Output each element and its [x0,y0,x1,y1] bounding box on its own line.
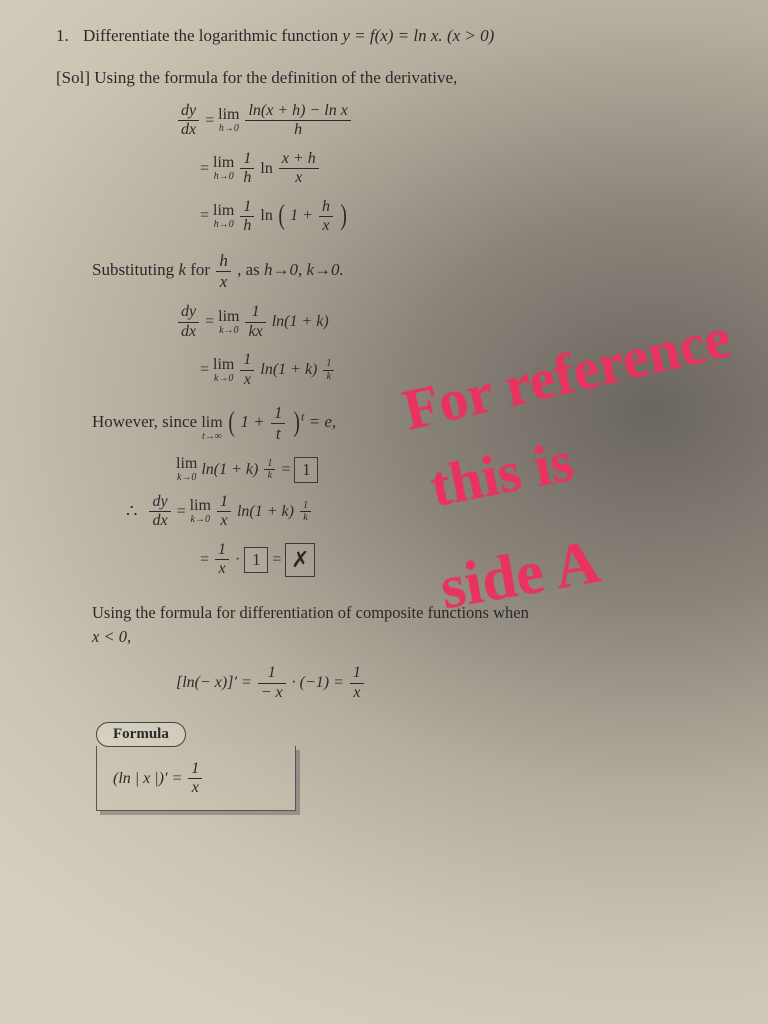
solution-intro: [Sol] Using the formula for the definiti… [56,68,722,88]
sol-label: [Sol] [56,68,90,87]
however-line: However, since limt→∞ ( 1 + 1t )t = e, [92,403,722,443]
equation-1: dydx = limh→0 ln(x + h) − ln xh [176,102,722,140]
formula-section: Formula (ln | x |)′ = 1x [56,722,722,811]
formula-box: (ln | x |)′ = 1x [96,746,296,811]
equation-7: ∴ dydx = limk→0 1x ln(1 + k)1k [126,493,722,531]
formula-tab: Formula [96,722,186,747]
answer-box-1: 1 [294,457,318,483]
equation-5: = limk→0 1x ln(1 + k)1k [200,351,722,389]
problem-statement: 1. Differentiate the logarithmic functio… [56,26,722,46]
answer-box-2: 1 [244,547,268,573]
problem-text: Differentiate the logarithmic function [83,26,342,45]
equation-9: [ln(− x)]′ = 1− x · (−1) = 1x [176,664,722,702]
equation-6: limk→0 ln(1 + k)1k = 1 [176,455,722,483]
sol-intro-text: Using the formula for the definition of … [94,68,457,87]
equation-4: dydx = limk→0 1kx ln(1 + k) [176,303,722,341]
answer-box-3: ✗ [285,543,315,577]
textbook-page: 1. Differentiate the logarithmic functio… [0,0,768,831]
problem-number: 1. [56,26,69,45]
composite-note: Using the formula for differentiation of… [92,601,722,651]
substitution-text: Substituting k for hx , as h→0, k→0. [92,251,722,291]
problem-function: y = f(x) = ln x. [342,26,442,45]
problem-domain: (x > 0) [447,26,494,45]
equation-3: = limh→0 1h ln ( 1 + hx ) [200,198,722,236]
equation-8: = 1x · 1 = ✗ [200,541,722,579]
equation-2: = limh→0 1h ln x + hx [200,150,722,188]
